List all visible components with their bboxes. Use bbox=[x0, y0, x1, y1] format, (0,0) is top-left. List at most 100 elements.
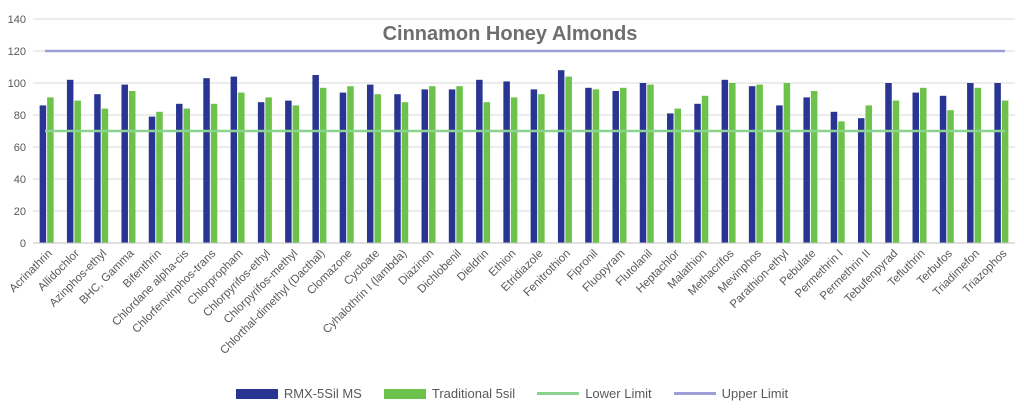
y-tick-label: 20 bbox=[14, 206, 26, 218]
bar-traditional[interactable] bbox=[783, 83, 791, 243]
bar-traditional[interactable] bbox=[238, 92, 245, 243]
legend-item-rmx[interactable]: RMX-5Sil MS bbox=[235, 386, 362, 401]
bar-traditional[interactable] bbox=[128, 91, 136, 243]
bar-rmx[interactable] bbox=[857, 118, 865, 243]
legend: RMX-5Sil MS Traditional 5sil Lower Limit… bbox=[0, 386, 1024, 401]
bar-rmx[interactable] bbox=[503, 81, 510, 244]
x-axis: AcrinathrinAllidochlorAzinphos-ethylBHC,… bbox=[7, 242, 1015, 357]
bar-rmx[interactable] bbox=[312, 75, 319, 243]
y-tick-label: 40 bbox=[14, 174, 26, 186]
bar-rmx[interactable] bbox=[476, 79, 483, 243]
bar-rmx[interactable] bbox=[66, 79, 74, 243]
bar-traditional[interactable] bbox=[156, 111, 163, 243]
bar-traditional[interactable] bbox=[947, 110, 954, 243]
bar-traditional[interactable] bbox=[183, 108, 191, 243]
bar-rmx[interactable] bbox=[94, 94, 101, 243]
bar-traditional[interactable] bbox=[810, 91, 818, 243]
bar-chart: 0 20 40 60 80 100 120 140 AcrinathrinAllidochlo… bbox=[7, 14, 1015, 357]
bar-traditional[interactable] bbox=[974, 87, 982, 243]
bar-traditional[interactable] bbox=[74, 100, 81, 243]
bar-traditional[interactable] bbox=[619, 87, 627, 243]
bar-rmx[interactable] bbox=[612, 91, 619, 243]
bar-traditional[interactable] bbox=[510, 97, 518, 244]
y-tick-label: 120 bbox=[8, 46, 26, 58]
bar-traditional[interactable] bbox=[101, 108, 109, 243]
bar-rmx[interactable] bbox=[203, 78, 210, 243]
bar-rmx[interactable] bbox=[448, 89, 456, 244]
y-axis: 0 20 40 60 80 100 120 140 bbox=[8, 14, 26, 250]
bar-traditional[interactable] bbox=[892, 100, 900, 243]
bar-rmx[interactable] bbox=[121, 84, 128, 243]
legend-label-upper-limit: Upper Limit bbox=[721, 386, 789, 401]
bar-rmx[interactable] bbox=[530, 89, 538, 244]
bar-traditional[interactable] bbox=[347, 86, 354, 243]
legend-swatch-traditional bbox=[383, 388, 426, 399]
bar-traditional[interactable] bbox=[401, 102, 409, 243]
y-tick-label: 80 bbox=[14, 110, 26, 122]
bar-rmx[interactable] bbox=[176, 103, 183, 243]
bar-traditional[interactable] bbox=[701, 95, 709, 243]
legend-item-upper-limit[interactable]: Upper Limit bbox=[673, 386, 789, 401]
bar-rmx[interactable] bbox=[339, 92, 347, 243]
bar-rmx[interactable] bbox=[257, 102, 265, 243]
legend-item-lower-limit[interactable]: Lower Limit bbox=[537, 386, 652, 401]
bar-rmx[interactable] bbox=[39, 105, 47, 244]
bar-traditional[interactable] bbox=[374, 94, 381, 243]
bar-traditional[interactable] bbox=[319, 87, 327, 243]
bar-traditional[interactable] bbox=[47, 97, 54, 244]
bar-traditional[interactable] bbox=[756, 84, 763, 243]
bar-traditional[interactable] bbox=[483, 102, 491, 243]
bar-traditional[interactable] bbox=[920, 87, 927, 243]
bar-traditional[interactable] bbox=[1001, 100, 1009, 243]
bar-traditional[interactable] bbox=[565, 76, 572, 243]
bar-rmx[interactable] bbox=[148, 116, 156, 243]
y-tick-label: 100 bbox=[8, 78, 26, 90]
legend-swatch-upper-limit bbox=[673, 392, 716, 395]
bar-traditional[interactable] bbox=[429, 86, 436, 243]
bar-rmx[interactable] bbox=[803, 97, 810, 244]
legend-label-traditional: Traditional 5sil bbox=[431, 386, 516, 401]
bar-rmx[interactable] bbox=[421, 89, 429, 244]
bars bbox=[39, 70, 1009, 244]
legend-swatch-rmx bbox=[235, 388, 278, 399]
bar-rmx[interactable] bbox=[557, 70, 565, 243]
reference-lines bbox=[45, 49, 1005, 133]
bar-traditional[interactable] bbox=[838, 121, 845, 243]
legend-label-rmx: RMX-5Sil MS bbox=[283, 386, 362, 401]
bar-rmx[interactable] bbox=[994, 83, 1001, 243]
bar-rmx[interactable] bbox=[230, 76, 238, 243]
bar-rmx[interactable] bbox=[667, 113, 674, 244]
y-tick-label: 140 bbox=[8, 14, 26, 26]
bar-rmx[interactable] bbox=[776, 105, 783, 244]
bar-rmx[interactable] bbox=[285, 100, 292, 243]
y-tick-label: 60 bbox=[14, 142, 26, 154]
bar-rmx[interactable] bbox=[694, 103, 701, 243]
chart-title: Cinnamon Honey Almonds bbox=[383, 23, 638, 45]
bar-traditional[interactable] bbox=[538, 94, 545, 243]
bar-rmx[interactable] bbox=[885, 83, 892, 243]
bar-rmx[interactable] bbox=[912, 92, 920, 243]
legend-swatch-lower-limit bbox=[537, 392, 580, 395]
bar-traditional[interactable] bbox=[865, 105, 872, 244]
bar-rmx[interactable] bbox=[585, 87, 592, 243]
bar-rmx[interactable] bbox=[366, 84, 374, 243]
bar-rmx[interactable] bbox=[939, 95, 947, 243]
bar-traditional[interactable] bbox=[592, 89, 600, 244]
bar-traditional[interactable] bbox=[456, 86, 463, 243]
bar-rmx[interactable] bbox=[721, 79, 729, 243]
y-tick-label: 0 bbox=[20, 238, 26, 250]
bar-traditional[interactable] bbox=[265, 97, 272, 244]
bar-rmx[interactable] bbox=[748, 86, 756, 243]
bar-rmx[interactable] bbox=[639, 83, 647, 243]
legend-label-lower-limit: Lower Limit bbox=[585, 386, 652, 401]
bar-rmx[interactable] bbox=[830, 111, 838, 243]
bar-traditional[interactable] bbox=[647, 84, 654, 243]
bar-traditional[interactable] bbox=[729, 83, 736, 243]
bar-rmx[interactable] bbox=[394, 94, 401, 243]
bar-traditional[interactable] bbox=[292, 105, 300, 244]
bar-traditional[interactable] bbox=[210, 103, 218, 243]
legend-item-traditional[interactable]: Traditional 5sil bbox=[383, 386, 516, 401]
bar-traditional[interactable] bbox=[674, 108, 682, 243]
bar-rmx[interactable] bbox=[967, 83, 974, 243]
